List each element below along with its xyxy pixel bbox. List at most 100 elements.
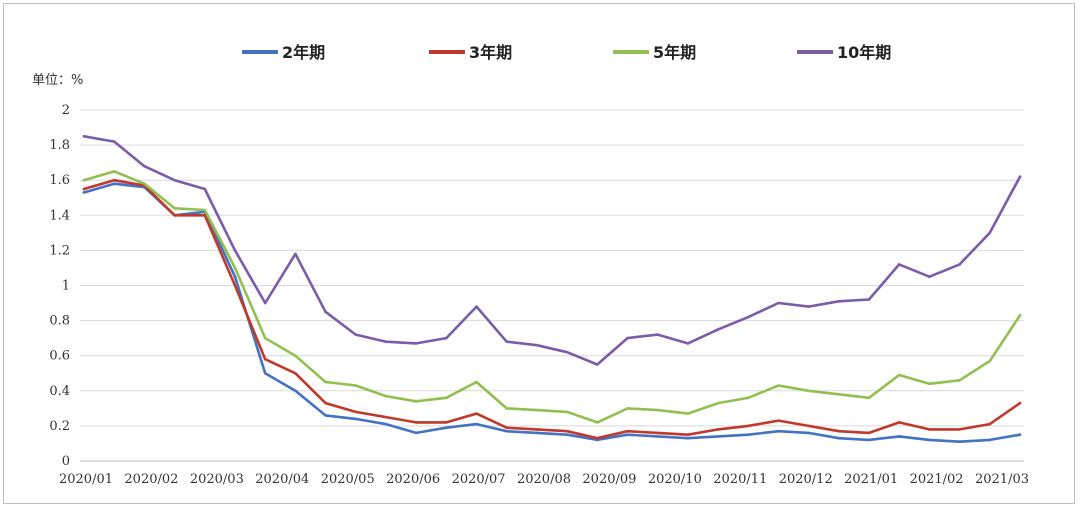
data-point xyxy=(324,380,327,384)
data-point xyxy=(686,412,690,415)
data-point xyxy=(384,422,388,426)
y-axis-ticks: 0 0.2 0.4 0.6 0.8 1 1.2 1.4 1.6 1.8 2 xyxy=(49,103,70,469)
data-point xyxy=(565,410,569,414)
data-point xyxy=(324,310,327,314)
x-tick-label: 2020/05 xyxy=(321,472,375,487)
series-line xyxy=(82,135,1022,366)
series-3 xyxy=(82,135,1022,366)
x-tick-label: 2020/09 xyxy=(582,472,636,487)
data-point xyxy=(414,421,418,424)
x-tick-label: 2020/03 xyxy=(190,472,244,487)
x-tick-label: 2020/08 xyxy=(517,472,571,487)
data-point xyxy=(233,275,237,279)
series-line xyxy=(82,178,1022,440)
data-point xyxy=(746,396,750,400)
data-point xyxy=(716,401,720,405)
unit-label: 单位：% xyxy=(32,73,83,88)
data-point xyxy=(595,363,599,366)
data-point xyxy=(958,263,961,266)
data-point xyxy=(263,336,267,340)
legend-label: 2年期 xyxy=(282,43,325,62)
data-point xyxy=(928,382,931,386)
series-line xyxy=(82,182,1022,444)
data-point xyxy=(414,400,418,403)
data-point xyxy=(867,298,871,301)
data-point xyxy=(897,435,901,438)
data-point xyxy=(475,422,478,426)
gridlines xyxy=(80,109,1024,427)
data-point xyxy=(173,214,176,217)
x-tick-label: 2020/11 xyxy=(713,472,767,487)
data-point xyxy=(384,340,388,343)
data-point xyxy=(475,305,478,308)
data-point xyxy=(777,301,780,305)
data-point xyxy=(716,328,720,331)
data-point xyxy=(565,429,569,433)
data-point xyxy=(143,182,146,186)
x-tick-label: 2020/12 xyxy=(779,472,833,487)
data-point xyxy=(897,373,901,377)
data-point xyxy=(143,164,146,168)
data-point xyxy=(928,275,931,279)
data-point xyxy=(1018,401,1022,405)
data-point xyxy=(716,428,720,431)
data-point xyxy=(82,191,86,194)
data-point xyxy=(686,433,690,436)
data-point xyxy=(445,421,448,424)
legend-item: 2年期 xyxy=(242,43,325,62)
legend-label: 3年期 xyxy=(469,43,512,62)
data-point xyxy=(82,187,86,191)
data-point xyxy=(324,401,327,405)
data-point xyxy=(626,429,629,433)
data-point xyxy=(777,384,780,387)
data-point xyxy=(565,433,569,436)
data-point xyxy=(173,206,176,210)
legend-item: 10年期 xyxy=(797,43,891,62)
data-point xyxy=(233,284,237,287)
data-point xyxy=(505,426,509,429)
data-point xyxy=(777,429,780,433)
data-point xyxy=(263,301,267,305)
data-point xyxy=(867,438,871,442)
data-point xyxy=(384,415,388,419)
data-point xyxy=(837,393,841,396)
data-point xyxy=(656,435,659,438)
data-point xyxy=(807,305,810,308)
data-point xyxy=(112,182,116,186)
data-point xyxy=(958,428,961,431)
data-point xyxy=(626,433,629,436)
data-point xyxy=(294,371,297,375)
y-tick-label: 2 xyxy=(62,103,70,118)
x-tick-label: 2020/04 xyxy=(255,472,309,487)
data-point xyxy=(656,431,659,435)
data-point xyxy=(535,428,539,431)
data-point xyxy=(203,187,207,191)
legend-item: 5年期 xyxy=(613,43,696,62)
data-point xyxy=(475,412,478,415)
x-tick-label: 2020/02 xyxy=(124,472,178,487)
data-point xyxy=(897,263,901,266)
y-tick-label: 0 xyxy=(62,454,70,469)
legend-label: 10年期 xyxy=(837,43,891,62)
data-point xyxy=(475,380,478,384)
data-point xyxy=(807,431,810,435)
data-point xyxy=(867,396,871,400)
x-tick-label: 2020/07 xyxy=(452,472,506,487)
data-point xyxy=(1018,314,1022,317)
data-point xyxy=(565,350,569,354)
data-point xyxy=(958,440,961,443)
data-point xyxy=(897,421,901,424)
series-1 xyxy=(82,178,1022,440)
data-point xyxy=(1018,433,1022,436)
data-point xyxy=(595,436,599,440)
data-point xyxy=(112,170,116,173)
data-point xyxy=(716,435,720,438)
data-point xyxy=(505,407,509,410)
data-point xyxy=(535,408,539,412)
data-point xyxy=(82,178,86,182)
data-point xyxy=(837,299,841,303)
data-point xyxy=(233,266,237,270)
data-point xyxy=(686,436,690,440)
series-line xyxy=(82,170,1022,424)
data-point xyxy=(445,336,448,340)
